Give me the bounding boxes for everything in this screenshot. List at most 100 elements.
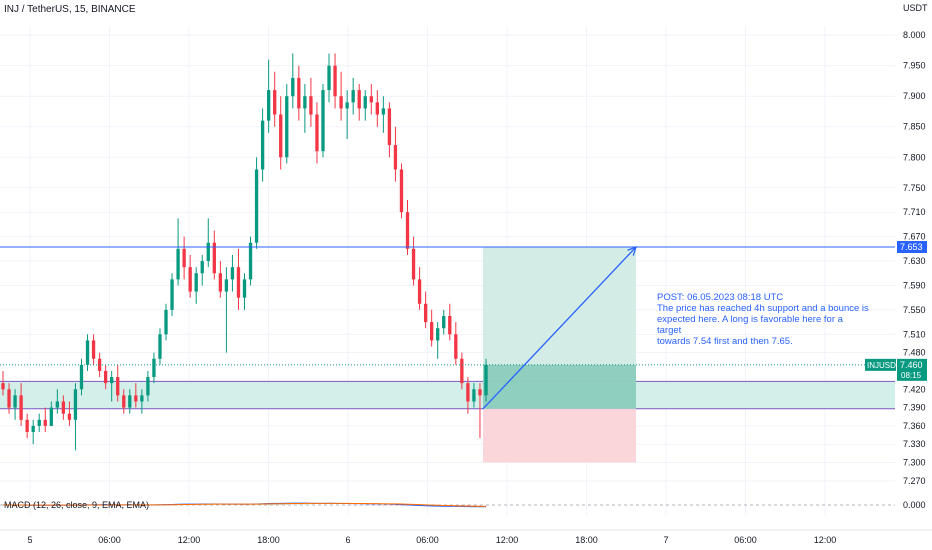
- macd-indicator-label: MACD (12, 26, close, 9, EMA, EMA): [4, 500, 150, 510]
- annotation-line: POST: 06.05.2023 08:18 UTC: [657, 292, 784, 303]
- y-tick-label: 7.300: [903, 458, 926, 468]
- level-badge-bg: [897, 241, 927, 254]
- candle-body: [375, 102, 379, 115]
- x-tick-label: 06:00: [98, 535, 121, 545]
- candle-body: [1, 383, 5, 390]
- candle-body: [73, 389, 78, 420]
- candle-body: [194, 273, 198, 292]
- candle-body: [188, 267, 192, 292]
- macd-histogram-bar: [400, 505, 403, 506]
- target-arrow-head: [627, 245, 638, 256]
- countdown-text: 08:15: [901, 371, 922, 380]
- candle-body: [351, 90, 355, 103]
- candle-body: [212, 242, 216, 274]
- x-tick-label: 06:00: [416, 535, 439, 545]
- y-tick-label: 7.510: [903, 329, 926, 339]
- y-tick-label: 7.330: [903, 439, 926, 449]
- candle-body: [200, 261, 204, 274]
- candle-body: [411, 248, 416, 280]
- candle-body: [128, 395, 132, 408]
- y-tick-label: 7.360: [903, 421, 926, 431]
- x-tick-label: 12:00: [178, 535, 201, 545]
- last-price-badge-bg: [897, 358, 927, 381]
- candle-body: [170, 279, 174, 310]
- macd-zero-tick: 0.000: [903, 500, 926, 510]
- x-tick-label: 06:00: [734, 535, 757, 545]
- symbol-badge-bg: [865, 358, 896, 371]
- macd-signal-line: [2, 502, 487, 507]
- candle-body: [345, 102, 349, 109]
- candle-body: [110, 377, 114, 384]
- candle-body: [266, 90, 271, 121]
- candle-body: [273, 90, 277, 115]
- candle-body: [164, 309, 168, 335]
- candle-body: [116, 377, 120, 396]
- candle-body: [176, 248, 180, 280]
- candle-body: [152, 358, 156, 378]
- candle-body: [405, 212, 410, 249]
- candle-body: [55, 401, 59, 408]
- last-price-text: 7.460: [900, 360, 923, 370]
- candle-body: [339, 96, 343, 109]
- y-tick-label: 7.900: [903, 91, 926, 101]
- candle-body: [321, 90, 325, 152]
- candle-body: [146, 377, 150, 396]
- annotation-line: expected here. A long is favorable here …: [657, 314, 843, 336]
- candle-body: [103, 370, 108, 384]
- candle-body: [297, 77, 301, 109]
- candle-body: [25, 419, 29, 432]
- candle-body: [49, 407, 53, 426]
- level-badge-text: 7.653: [900, 242, 923, 252]
- candle-body: [91, 340, 96, 359]
- x-tick-label: 12:00: [814, 535, 837, 545]
- open-profit-zone: [483, 364, 636, 409]
- candle-body: [31, 425, 35, 432]
- y-tick-label: 7.710: [903, 207, 926, 217]
- candle-body: [206, 242, 210, 262]
- candle-body: [430, 322, 434, 341]
- candle-body: [357, 90, 361, 109]
- candle-body: [436, 328, 440, 341]
- y-tick-label: 7.390: [903, 403, 926, 413]
- x-tick-label: 12:00: [496, 535, 519, 545]
- candle-body: [399, 169, 404, 213]
- y-tick-label: 7.850: [903, 122, 926, 132]
- y-tick-label: 7.550: [903, 305, 926, 315]
- candle-body: [260, 120, 265, 170]
- candle-body: [19, 395, 23, 420]
- y-tick-label: 7.670: [903, 232, 926, 242]
- candle-body: [484, 364, 488, 396]
- candle-body: [158, 334, 162, 359]
- candle-body: [134, 395, 138, 402]
- candle-body: [393, 145, 398, 170]
- candle-body: [309, 96, 313, 115]
- chart-zones: [0, 247, 895, 463]
- candle-body: [218, 273, 223, 292]
- x-tick-label: 5: [27, 535, 32, 545]
- candle-body: [279, 114, 283, 158]
- candlestick-series: [1, 53, 488, 451]
- chart-title: INJ / TetherUS, 15, BINANCE: [4, 4, 136, 15]
- candle-body: [224, 279, 229, 292]
- macd-histogram-bar: [466, 505, 469, 506]
- price-axis: 8.000 7.950 7.900 7.850 7.800 7.750 7.710 7.670…: [903, 3, 928, 486]
- y-tick-label: 7.800: [903, 152, 926, 162]
- trade-annotation: POST: 06.05.2023 08:18 UTC The price has…: [657, 292, 869, 347]
- candle-body: [327, 65, 331, 91]
- candle-body: [7, 389, 11, 408]
- x-tick-label: 6: [345, 535, 350, 545]
- macd-histogram-bar: [454, 505, 457, 506]
- candle-body: [230, 267, 235, 280]
- candle-body: [454, 334, 458, 359]
- time-axis: 5 06:00 12:00 18:00 6 06:00 12:00 18:00 7 06:00 12…: [0, 529, 932, 545]
- x-tick-label: 7: [663, 535, 668, 545]
- y-tick-label: 7.420: [903, 384, 926, 394]
- candle-body: [417, 279, 422, 304]
- candle-body: [333, 65, 337, 97]
- y-tick-label: 7.480: [903, 348, 926, 358]
- candle-body: [85, 340, 90, 365]
- candle-body: [43, 419, 47, 426]
- candle-body: [182, 248, 186, 268]
